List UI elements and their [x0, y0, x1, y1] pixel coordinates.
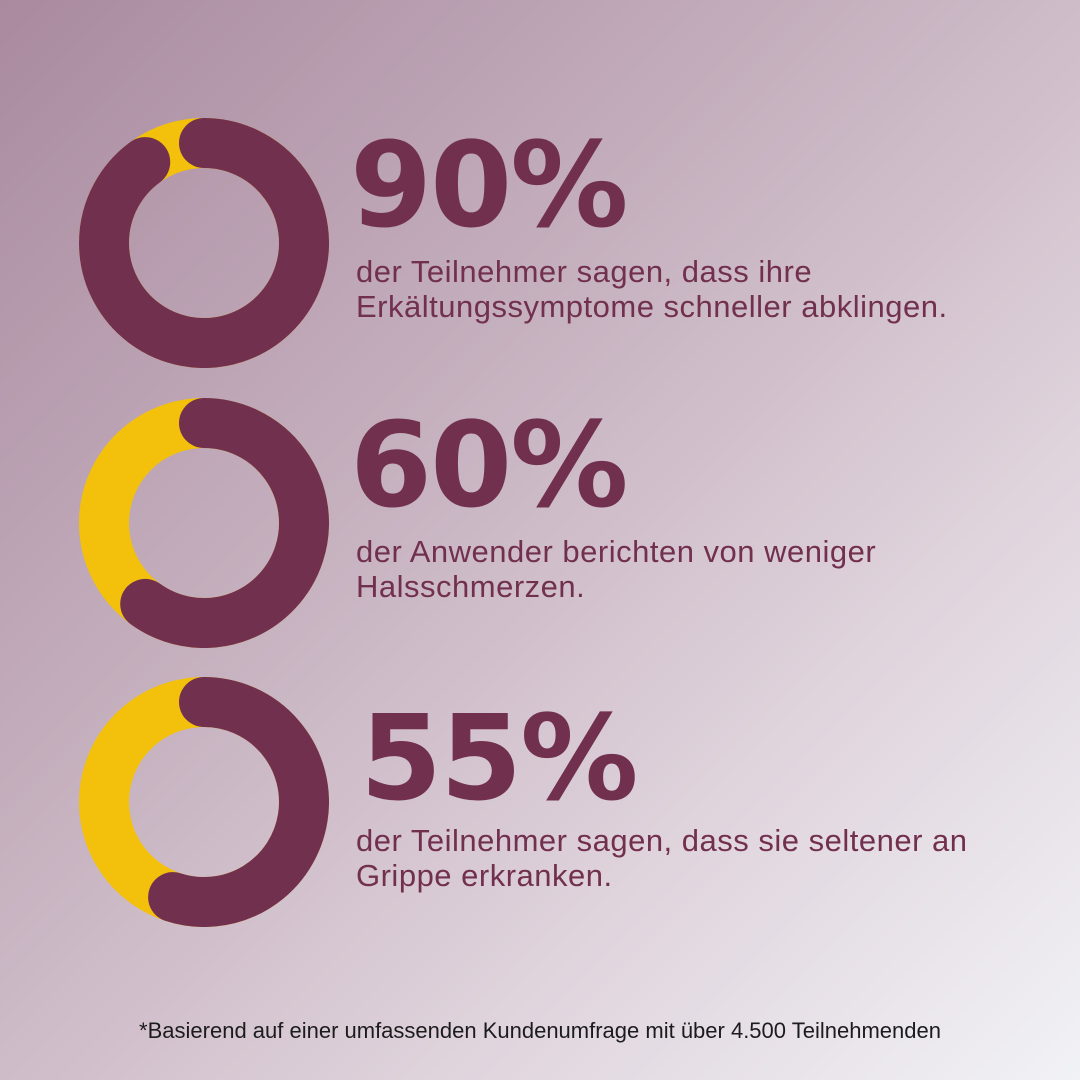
donut-chart-3 [79, 677, 329, 927]
stat-description-1: der Teilnehmer sagen, dass ihre Erkältun… [356, 254, 948, 324]
donut-value-slice [120, 398, 329, 648]
footnote: *Basierend auf einer umfassenden Kundenu… [139, 1018, 941, 1043]
stat-percentage-3: 55% [360, 689, 638, 827]
donut-value-slice [79, 118, 329, 368]
donut-chart-1 [79, 118, 329, 368]
stat-percentage-1: 90% [350, 116, 628, 254]
donut-value-slice [148, 677, 329, 927]
stat-description-3: der Teilnehmer sagen, dass sie seltener … [356, 823, 968, 893]
stat-block-1: 90% der Teilnehmer sagen, dass ihre Erkä… [0, 118, 1080, 378]
stat-block-2: 60% der Anwender berichten von weniger H… [0, 398, 1080, 658]
donut-chart-2 [79, 398, 329, 648]
stat-block-3: 55% der Teilnehmer sagen, dass sie selte… [0, 677, 1080, 937]
stat-percentage-2: 60% [350, 396, 628, 534]
stat-description-2: der Anwender berichten von weniger Halss… [356, 534, 877, 604]
